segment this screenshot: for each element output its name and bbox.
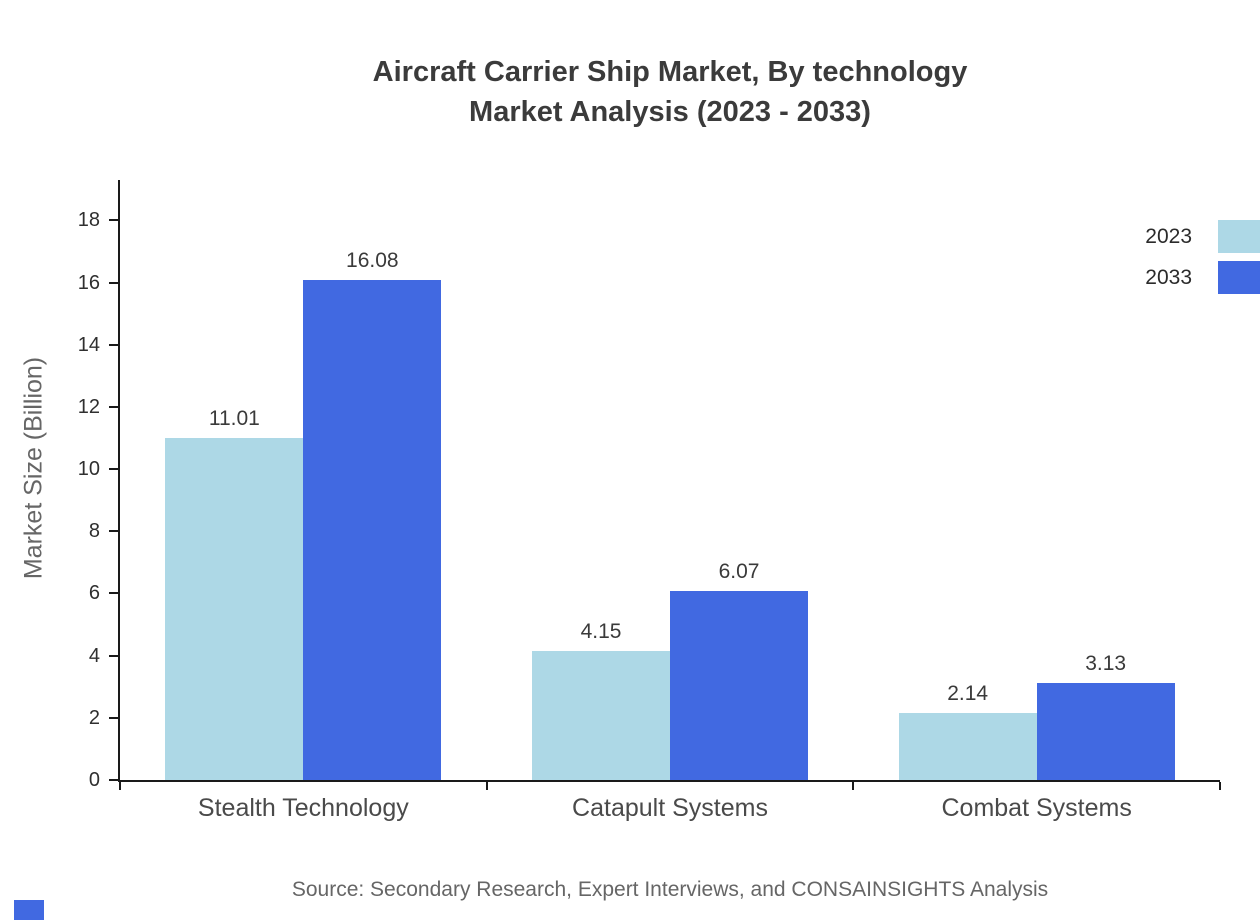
bar-2033-stealth-technology <box>303 280 442 780</box>
y-tick-mark <box>109 281 118 284</box>
x-category-label: Catapult Systems <box>572 794 768 822</box>
y-tick-label: 10 <box>77 458 100 481</box>
y-axis-ticks: 0 2 4 6 8 10 12 14 16 18 <box>0 180 118 791</box>
brand-mark <box>14 900 44 920</box>
chart-title-line2: Market Analysis (2023 - 2033) <box>469 96 871 128</box>
y-tick-mark <box>109 654 118 657</box>
bar-2023-catapult-systems <box>532 651 670 780</box>
chart-title-line1: Aircraft Carrier Ship Market, By technol… <box>372 56 968 88</box>
legend-label-2023: 2023 <box>1145 224 1192 248</box>
y-tick-label: 8 <box>88 520 100 543</box>
source-note: Source: Secondary Research, Expert Inter… <box>291 878 1049 901</box>
legend: 2023 2033 <box>1145 220 1260 294</box>
y-tick-mark <box>109 716 118 719</box>
y-tick-label: 12 <box>77 395 100 418</box>
chart-title: Aircraft Carrier Ship Market, By technol… <box>80 52 1260 132</box>
bar-value-label: 4.15 <box>580 620 622 643</box>
x-tick-mark <box>119 782 121 790</box>
legend-item-2023: 2023 <box>1145 220 1260 253</box>
y-tick-mark <box>109 530 118 533</box>
legend-item-2033: 2033 <box>1145 261 1260 294</box>
y-tick-label: 14 <box>77 333 100 356</box>
bar-2023-stealth-technology <box>165 437 304 780</box>
y-tick-label: 18 <box>77 209 100 232</box>
plot-area: 11.01 16.08 4.15 6.07 2.14 3.13 <box>118 180 1221 790</box>
legend-label-2033: 2033 <box>1145 265 1192 289</box>
y-tick-label: 16 <box>77 271 100 294</box>
x-tick-mark <box>485 782 488 790</box>
bar-value-label: 2.14 <box>947 682 989 706</box>
y-tick-mark <box>109 592 118 595</box>
legend-swatch-2033 <box>1218 261 1260 294</box>
y-tick-label: 0 <box>88 769 100 791</box>
bar-value-label: 6.07 <box>718 560 760 584</box>
y-tick-label: 6 <box>88 582 100 605</box>
y-tick-mark <box>109 343 118 346</box>
y-tick-label: 4 <box>88 644 100 667</box>
y-tick-mark <box>109 219 118 222</box>
bar-2033-catapult-systems <box>670 591 808 780</box>
y-tick-mark <box>109 468 118 471</box>
bar-value-label: 16.08 <box>346 249 399 273</box>
x-tick-mark <box>852 782 855 790</box>
y-tick-mark <box>109 779 118 781</box>
x-tick-mark <box>1219 782 1221 790</box>
x-category-label: Stealth Technology <box>197 794 409 822</box>
y-tick-mark <box>109 405 118 408</box>
bar-2023-combat-systems <box>898 713 1037 780</box>
bar-value-label: 3.13 <box>1085 651 1127 675</box>
legend-swatch-2023 <box>1218 220 1260 253</box>
bar-value-label: 11.01 <box>208 406 260 430</box>
x-category-label: Combat Systems <box>941 794 1132 822</box>
y-tick-label: 2 <box>88 706 100 729</box>
x-axis-category-labels: Stealth Technology Catapult Systems Combat… <box>120 794 1220 823</box>
bar-2033-combat-systems <box>1036 682 1175 780</box>
